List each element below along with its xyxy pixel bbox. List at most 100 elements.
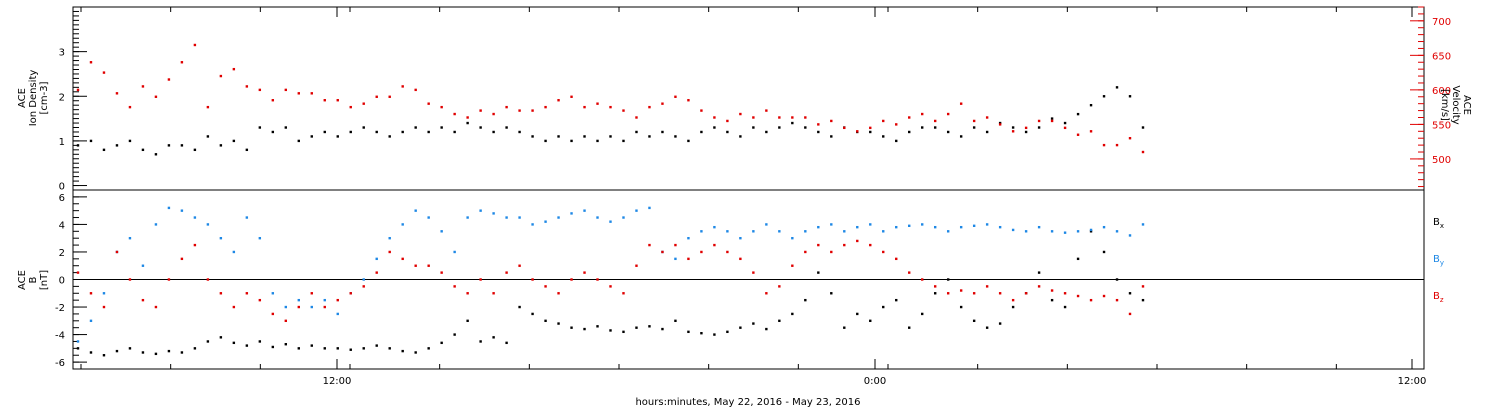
- bx-point: [674, 319, 677, 323]
- time-axis: 12:00 0:00 12:00 hours:minutes, May 22, 20…: [80, 7, 1427, 408]
- velocity-point: [998, 123, 1002, 126]
- by-point: [959, 225, 963, 229]
- bz-point: [336, 298, 339, 302]
- bx-point: [362, 347, 365, 350]
- velocity-point: [141, 85, 145, 88]
- by-point: [557, 216, 560, 219]
- by-point: [869, 223, 872, 226]
- by-point: [804, 230, 807, 233]
- bz-point: [635, 264, 638, 267]
- bz-point: [154, 305, 158, 309]
- velocity-point: [89, 61, 93, 64]
- bx-point: [687, 330, 690, 334]
- legend-bz-main: B: [1433, 291, 1440, 302]
- velocity-point: [76, 88, 80, 92]
- by-point: [362, 278, 365, 281]
- velocity-point: [765, 109, 768, 112]
- bz-point: [206, 278, 210, 281]
- velocity-point: [687, 99, 690, 102]
- bz-point: [453, 285, 456, 288]
- by-point: [76, 340, 80, 343]
- by-point: [232, 250, 236, 254]
- bz-point: [1089, 298, 1093, 302]
- bx-point: [440, 341, 443, 345]
- bx-point: [310, 344, 313, 347]
- time-tick-label: 12:00: [323, 376, 352, 387]
- bx-point: [804, 298, 807, 302]
- density-point: [141, 148, 145, 152]
- bz-point: [466, 292, 469, 295]
- bx-point: [336, 347, 339, 350]
- velocity-point: [972, 119, 976, 123]
- velocity-tick-label: 650: [1432, 51, 1451, 62]
- bx-point: [791, 312, 794, 316]
- bx-point: [297, 347, 300, 350]
- velocity-point: [245, 85, 249, 88]
- bx-point: [882, 305, 885, 309]
- bx-point: [752, 322, 755, 325]
- velocity-point: [401, 85, 404, 88]
- velocity-point: [167, 78, 171, 81]
- bx-point: [544, 319, 547, 323]
- density-point: [817, 130, 820, 134]
- velocity-point: [518, 109, 521, 112]
- by-point: [466, 216, 469, 219]
- by-point: [895, 225, 898, 229]
- velocity-point: [921, 112, 924, 116]
- by-point: [128, 236, 132, 240]
- velocity-point: [1050, 119, 1054, 123]
- bz-point: [570, 278, 573, 281]
- bz-point: [557, 292, 560, 295]
- density-point: [985, 130, 989, 134]
- by-point: [1115, 230, 1119, 233]
- bx-point: [921, 312, 924, 316]
- bz-point: [804, 250, 807, 254]
- bx-point: [388, 347, 391, 350]
- bz-point: [219, 292, 223, 295]
- by-point: [596, 216, 599, 219]
- by-point: [635, 209, 638, 212]
- density-point: [128, 139, 132, 143]
- density-tick-label: 1: [59, 137, 65, 148]
- density-velocity-series: [76, 43, 1145, 156]
- by-point: [102, 292, 106, 295]
- by-point: [609, 220, 612, 223]
- by-point: [258, 236, 262, 240]
- velocity-point: [933, 119, 937, 123]
- bz-point: [375, 271, 378, 274]
- by-point: [908, 224, 911, 227]
- bz-point: [1063, 292, 1067, 295]
- bx-point: [492, 336, 495, 339]
- bz-point: [232, 305, 236, 309]
- bz-point: [258, 298, 262, 302]
- by-point: [1024, 230, 1028, 233]
- density-point: [323, 130, 326, 134]
- velocity-point: [985, 116, 989, 119]
- velocity-point: [869, 126, 872, 130]
- by-point: [479, 209, 482, 212]
- by-point: [739, 236, 742, 240]
- bz-point: [427, 264, 430, 267]
- by-point: [778, 230, 781, 233]
- by-point: [245, 216, 249, 219]
- bz-point: [791, 264, 794, 267]
- velocity-point: [1128, 137, 1132, 140]
- time-tick-label: 12:00: [1398, 376, 1427, 387]
- bx-point: [1037, 271, 1041, 274]
- bx-point: [635, 326, 638, 329]
- velocity-point: [479, 109, 482, 112]
- by-point: [921, 223, 924, 226]
- bz-point: [180, 257, 184, 261]
- bz-point: [869, 243, 872, 247]
- time-axis-ticks: 12:00 0:00 12:00: [80, 7, 1427, 387]
- by-point: [882, 230, 885, 233]
- bz-point: [1141, 285, 1145, 288]
- velocity-point: [258, 88, 262, 92]
- bz-point: [687, 257, 690, 261]
- bx-point: [1050, 298, 1054, 302]
- bz-point: [505, 271, 508, 274]
- velocity-point: [674, 95, 677, 98]
- bx-point: [998, 322, 1002, 325]
- velocity-point: [1063, 126, 1067, 130]
- density-point: [427, 130, 430, 134]
